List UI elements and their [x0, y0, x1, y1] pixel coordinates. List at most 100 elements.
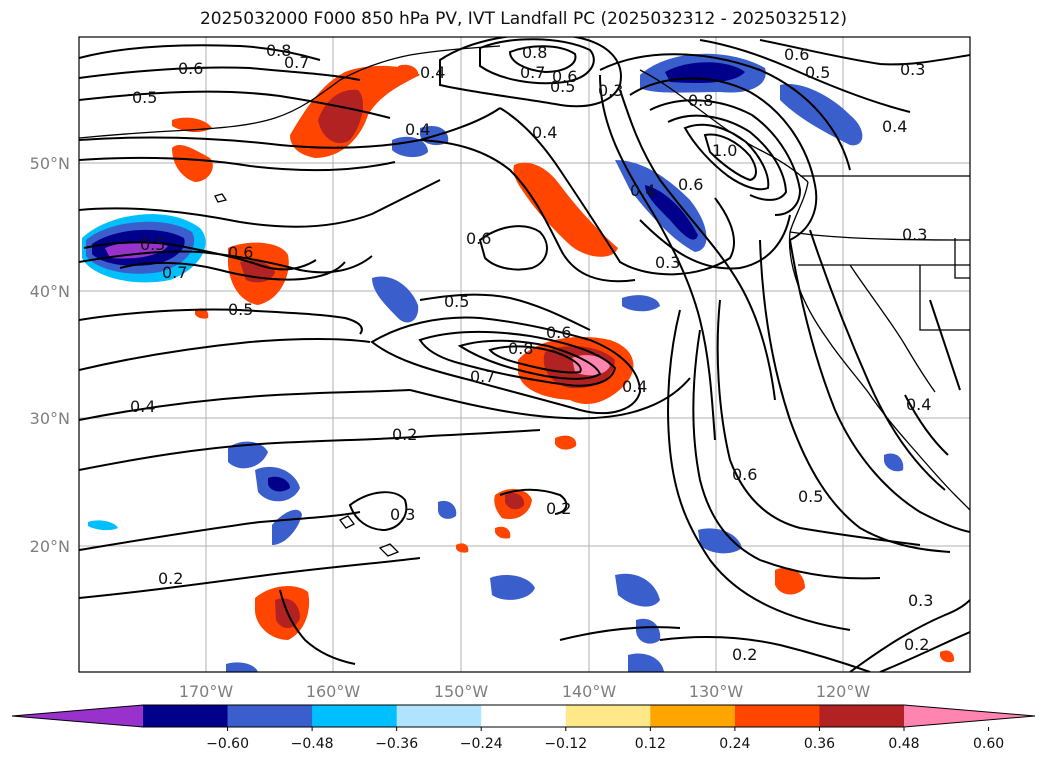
- contour-line: [508, 45, 577, 74]
- contour-line: [79, 179, 441, 228]
- lat-tick-label: 50°N: [30, 154, 70, 173]
- pv-negative-region: [88, 520, 118, 531]
- colorbar-segment: [734, 705, 820, 727]
- contour-label: 0.6: [228, 243, 253, 262]
- contour-label: 0.4: [532, 123, 557, 142]
- pv-positive-region: [513, 162, 618, 257]
- lon-tick-label: 120°W: [816, 682, 871, 701]
- pv-negative-region: [105, 241, 168, 259]
- contour-line: [692, 329, 881, 580]
- contour-line: [849, 599, 970, 672]
- lat-tick-label: 20°N: [30, 537, 70, 556]
- pv-negative-region: [226, 662, 258, 672]
- colorbar-tick-label: −0.12: [544, 736, 587, 752]
- alaska-coast: [79, 45, 501, 139]
- contour-label: 0.7: [284, 53, 309, 72]
- contour-label: 1.0: [712, 141, 737, 160]
- contour-line: [667, 309, 851, 631]
- contour-label: 0.5: [550, 77, 575, 96]
- north-america-west-coast: [788, 181, 970, 511]
- pv-negative-region: [228, 441, 268, 469]
- contour-label: 0.7: [470, 367, 495, 386]
- contour-line: [759, 239, 951, 553]
- island: [378, 543, 400, 557]
- map-panel: 0.8 0.7 0.6 0.5 0.4 0.8 0.7 0.6 0.5 0.3 …: [30, 36, 971, 701]
- contour-label: 0.4: [630, 181, 655, 200]
- contour-label: 0.4: [882, 117, 907, 136]
- pv-negative-region: [645, 185, 698, 240]
- contour-label: 0.3: [598, 81, 623, 100]
- longitude-tick-labels: 170°W 160°W 150°W 140°W 130°W 120°W: [179, 682, 871, 701]
- contour-line: [79, 511, 361, 551]
- contour-label: 0.3: [900, 60, 925, 79]
- contour-line: [499, 107, 735, 276]
- contour-label: 0.3: [390, 505, 415, 524]
- colorbar-tick-label: −0.60: [206, 736, 249, 752]
- lon-tick-label: 160°W: [306, 682, 361, 701]
- contour-label: 0.5: [798, 487, 823, 506]
- colorbar-segment: [143, 705, 229, 727]
- colorbar-tick-label: 0.24: [719, 736, 750, 752]
- lon-tick-label: 170°W: [179, 682, 234, 701]
- pv-positive-region: [495, 526, 511, 539]
- contour-labels: 0.8 0.7 0.6 0.5 0.4 0.8 0.7 0.6 0.5 0.3 …: [130, 41, 933, 664]
- contour-line: [79, 557, 421, 599]
- contour-line: [559, 626, 681, 641]
- contour-line: [488, 345, 582, 374]
- contour-label: 0.5: [228, 300, 253, 319]
- contour-line: [929, 299, 961, 391]
- contour-line: [409, 377, 691, 420]
- contour-label: 0.3: [902, 225, 927, 244]
- contour-label: 0.5: [132, 88, 157, 107]
- colorbar-segment: [312, 705, 398, 727]
- map-frame: [78, 36, 971, 673]
- contour-label: 0.7: [520, 63, 545, 82]
- contour-label: 0.3: [908, 591, 933, 610]
- contour-line: [904, 394, 949, 456]
- contour-line: [419, 139, 636, 283]
- contour-line: [79, 338, 371, 371]
- contour-label: 0.4: [906, 395, 931, 414]
- contour-line: [599, 53, 851, 171]
- chart-title: 2025032000 F000 850 hPa PV, IVT Landfall…: [199, 9, 847, 29]
- contour-line: [599, 74, 716, 441]
- colorbar-segments: [12, 705, 1035, 727]
- contour-line: [79, 107, 501, 149]
- contour-line: [370, 316, 642, 415]
- pv-positive-region: [172, 117, 212, 133]
- contour-line: [79, 429, 541, 471]
- pv-negative-region: [622, 295, 660, 312]
- colorbar: −0.60 −0.48 −0.36 −0.24 −0.12 0.12 0.24 0.36 0.4…: [11, 704, 1036, 752]
- colorbar-tick-label: −0.36: [375, 736, 418, 752]
- pv-positive-region: [172, 145, 213, 182]
- contour-label: 0.6: [178, 59, 203, 78]
- contour-line: [716, 299, 921, 546]
- contour-line: [457, 339, 602, 380]
- contour-line: [499, 488, 568, 515]
- colorbar-segment: [481, 705, 567, 727]
- colorbar-segment: [650, 705, 736, 727]
- contour-label: 0.4: [622, 377, 647, 396]
- contour-line: [479, 38, 595, 85]
- lon-tick-label: 130°W: [689, 682, 744, 701]
- pv-negative-region: [392, 136, 428, 158]
- contour-label: 0.6: [678, 175, 703, 194]
- contour-label: 0.2: [392, 425, 417, 444]
- contour-line: [79, 389, 411, 421]
- contour-line: [629, 77, 818, 241]
- lat-tick-label: 30°N: [30, 409, 70, 428]
- contour-label: 0.2: [904, 635, 929, 654]
- colorbar-extend-max: [904, 705, 1035, 727]
- contour-label: 0.6: [546, 323, 571, 342]
- contour-label: 0.8: [688, 91, 713, 110]
- colorbar-tick-label: 0.12: [635, 736, 666, 752]
- contour-label: 0.5: [805, 63, 830, 82]
- contour-label: 0.8: [522, 43, 547, 62]
- contour-line: [699, 39, 911, 113]
- contour-line: [83, 241, 317, 271]
- contour-label: 0.2: [546, 499, 571, 518]
- contour-label: 0.6: [466, 229, 491, 248]
- colorbar-tick-label: −0.24: [460, 736, 503, 752]
- contour-line: [659, 636, 871, 672]
